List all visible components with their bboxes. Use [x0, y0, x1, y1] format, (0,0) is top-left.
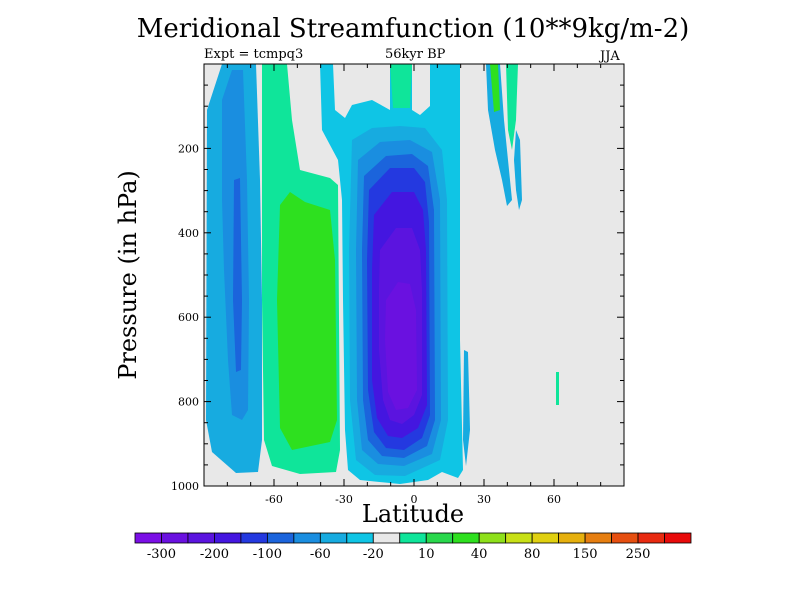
colorbar-swatch	[161, 532, 189, 544]
x-tick-label: 0	[411, 493, 418, 506]
colorbar-swatch	[425, 532, 454, 544]
experiment-label: Expt = tcmpq3	[204, 47, 304, 62]
colorbar-swatch	[558, 532, 586, 544]
colorbar-swatch	[346, 532, 374, 544]
colorbar-swatch	[478, 532, 507, 544]
contour-east-streak-4	[514, 130, 522, 210]
contour-central-7	[385, 282, 417, 410]
contour-east-streak-3	[506, 64, 518, 150]
colorbar-swatch	[214, 532, 242, 544]
x-tick-label: 60	[547, 493, 561, 506]
colorbar-swatch	[134, 532, 162, 544]
colorbar-swatch	[664, 532, 692, 544]
colorbar-label: 80	[524, 547, 541, 562]
colorbar-label: 250	[626, 547, 651, 562]
colorbar	[134, 532, 692, 544]
colorbar-swatch	[240, 532, 268, 544]
colorbar-swatch	[319, 532, 348, 544]
x-tick-label: -30	[335, 493, 353, 506]
colorbar-swatch	[505, 532, 533, 544]
season-label: JJA	[600, 49, 620, 64]
axis-ticks	[203, 63, 625, 487]
colorbar-label: 10	[418, 547, 435, 562]
colorbar-label: -100	[253, 547, 282, 562]
chart-title: Meridional Streamfunction (10**9kg/m-2)	[136, 14, 690, 44]
colorbar-swatch	[584, 532, 612, 544]
contour-west-band-3	[233, 178, 242, 372]
colorbar-swatch	[372, 532, 401, 544]
colorbar-swatch	[399, 532, 427, 544]
contour-fills	[206, 64, 559, 484]
colorbar-swatch	[452, 532, 480, 544]
x-tick-label: -60	[265, 493, 283, 506]
contour-east-streak-1	[486, 64, 512, 206]
contour-pos-cell-2	[277, 192, 337, 450]
colorbar-label: 40	[471, 547, 488, 562]
y-tick-label: 600	[178, 311, 199, 324]
colorbar-swatch	[611, 532, 639, 544]
y-tick-label: 800	[178, 396, 199, 409]
colorbar-label: 150	[573, 547, 598, 562]
colorbar-label: -300	[147, 547, 176, 562]
contour-equator-streak	[390, 64, 412, 108]
contour-east-streak-5	[463, 350, 470, 466]
contour-east-streak-2	[490, 64, 500, 112]
x-tick-label: 30	[477, 493, 491, 506]
y-axis-label: Pressure (in hPa)	[114, 170, 142, 380]
contour-east-streak-6	[556, 372, 559, 405]
y-tick-label: 400	[178, 227, 199, 240]
colorbar-swatch	[266, 532, 295, 544]
x-tick-labels: -60 -30 0 30 60	[265, 493, 561, 506]
y-tick-labels: 200 400 600 800 1000	[171, 142, 199, 493]
x-axis-label: Latitude	[361, 500, 465, 528]
colorbar-labels: -300 -200 -100 -60 -20 10 40 80 150 250	[147, 547, 651, 562]
colorbar-swatch	[293, 532, 321, 544]
y-tick-label: 1000	[171, 480, 199, 493]
colorbar-label: -60	[310, 547, 331, 562]
y-tick-label: 200	[178, 142, 199, 155]
period-label: 56kyr BP	[385, 47, 446, 62]
colorbar-swatch	[187, 532, 215, 544]
colorbar-swatch	[531, 532, 560, 544]
colorbar-label: -20	[363, 547, 384, 562]
colorbar-swatch	[637, 532, 665, 544]
colorbar-label: -200	[200, 547, 229, 562]
